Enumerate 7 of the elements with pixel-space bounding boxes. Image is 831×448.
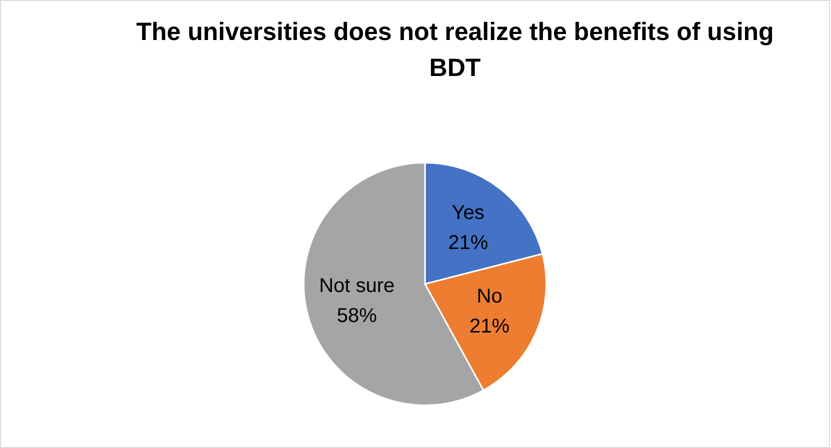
slice-label: Not sure bbox=[319, 275, 395, 298]
chart-title: The universities does not realize the benefits of using BDT bbox=[135, 17, 775, 84]
slice-label: Yes bbox=[452, 202, 484, 224]
data-label: 21% bbox=[470, 315, 510, 338]
data-label: 58% bbox=[336, 305, 378, 328]
slice-label: No bbox=[476, 285, 502, 308]
data-label: 21% bbox=[448, 232, 488, 254]
